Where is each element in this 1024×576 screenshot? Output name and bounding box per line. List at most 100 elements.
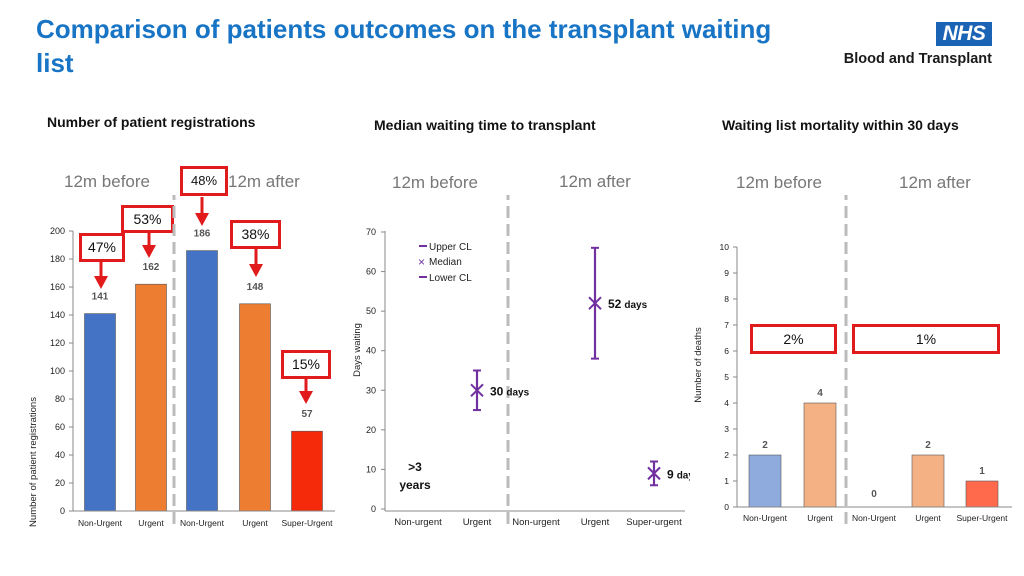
registrations-arrows: [94, 197, 313, 404]
wait-category-label: Urgent: [581, 517, 610, 528]
mort-after-change: 1%: [852, 324, 1000, 354]
nhs-badge: NHS: [936, 22, 992, 46]
reg-bar: [291, 430, 323, 512]
wait-y-tick-label: 60: [366, 267, 376, 277]
mort-bar-value-label: 2: [762, 440, 768, 451]
reg-y-tick-label: 180: [50, 254, 65, 264]
wait-median-unit: days: [677, 470, 690, 481]
reg-period-after: 12m after: [228, 172, 300, 191]
wait-nonurgent-note-line1: >3: [408, 460, 422, 474]
wait-category-label: Urgent: [463, 517, 492, 528]
wait-median-label: 30 days: [490, 384, 530, 398]
legend-median-label: Median: [429, 257, 462, 268]
reg-before-nonurgent-change: 47%: [79, 233, 125, 262]
wait-median-unit: days: [624, 300, 647, 311]
mort-y-tick-label: 8: [724, 294, 729, 304]
wait-median-unit: days: [506, 387, 529, 398]
nhs-logo: NHS Blood and Transplant: [828, 20, 998, 72]
wait-category-label: Super-urgent: [626, 517, 682, 528]
mort-bar: [965, 480, 999, 508]
mort-y-tick-label: 10: [720, 242, 730, 252]
mortality-section-title: Waiting list mortality within 30 days: [722, 117, 959, 133]
waiting-ylabel: Days waiting: [352, 323, 363, 377]
reg-category-label: Urgent: [242, 518, 268, 528]
mort-category-label: Urgent: [915, 513, 941, 523]
mort-bar-value-label: 4: [817, 388, 823, 399]
wait-y-tick-label: 30: [366, 385, 376, 395]
mort-y-tick-label: 6: [724, 346, 729, 356]
mort-category-label: Non-Urgent: [852, 513, 897, 523]
mort-category-label: Super-Urgent: [956, 513, 1008, 523]
wait-y-tick-label: 70: [366, 227, 376, 237]
waiting-time-chart: Days waiting 0 10 20 30 40 50 60 70 Upper CL × …: [352, 195, 690, 528]
mort-y-tick-label: 3: [724, 424, 729, 434]
wait-y-tick-label: 0: [371, 504, 376, 514]
reg-y-tick-label: 60: [55, 422, 65, 432]
reg-y-tick-label: 0: [60, 506, 65, 516]
wait-median-value: 9: [667, 467, 674, 481]
reg-category-label: Super-Urgent: [281, 518, 333, 528]
wait-median-value: 30: [490, 384, 504, 398]
mort-y-tick-label: 5: [724, 372, 729, 382]
reg-y-tick-label: 20: [55, 478, 65, 488]
mort-bar-value-label: 0: [871, 489, 877, 500]
legend-lower-label: Lower CL: [429, 273, 472, 284]
reg-bar: [186, 250, 218, 512]
wait-nonurgent-note-line2: years: [399, 478, 431, 492]
reg-bar-value-label: 148: [247, 282, 264, 293]
waiting-time-section-title: Median waiting time to transplant: [374, 117, 596, 133]
reg-after-superurgent-change: 15%: [281, 350, 331, 379]
mortality-ylabel: Number of deaths: [693, 327, 704, 403]
wait-y-tick-label: 20: [366, 425, 376, 435]
reg-y-tick-label: 200: [50, 226, 65, 236]
mort-y-tick-label: 2: [724, 450, 729, 460]
wait-median-marker: [470, 383, 484, 397]
reg-y-tick-label: 120: [50, 338, 65, 348]
mort-bar-value-label: 1: [979, 466, 985, 477]
reg-category-label: Urgent: [138, 518, 164, 528]
wait-category-label: Non-urgent: [512, 517, 560, 528]
reg-y-tick-label: 40: [55, 450, 65, 460]
mort-y-tick-label: 9: [724, 268, 729, 278]
reg-bar-value-label: 141: [92, 292, 109, 303]
reg-bar: [239, 303, 271, 512]
mort-before-change: 2%: [750, 324, 837, 354]
wait-y-tick-label: 50: [366, 306, 376, 316]
registrations-section-title: Number of patient registrations: [47, 114, 256, 130]
page-title: Comparison of patients outcomes on the t…: [36, 14, 772, 78]
mort-bar: [748, 454, 782, 508]
organisation-name: Blood and Transplant: [843, 51, 992, 67]
registrations-chart: Number of patient registrations 0 20 40 60 8…: [28, 195, 335, 528]
mort-y-tick-label: 7: [724, 320, 729, 330]
legend-median-marker: ×: [418, 255, 425, 269]
reg-y-tick-label: 80: [55, 394, 65, 404]
legend-upper-label: Upper CL: [429, 242, 472, 253]
wait-median-value: 52: [608, 297, 622, 311]
wait-y-tick-label: 40: [366, 346, 376, 356]
reg-bar: [84, 313, 116, 512]
wait-median-label: 52 days: [608, 297, 648, 311]
mort-y-tick-label: 4: [724, 398, 729, 408]
reg-y-tick-label: 140: [50, 310, 65, 320]
wait-median-marker: [588, 296, 602, 310]
reg-period-before: 12m before: [64, 172, 150, 191]
wait-y-tick-label: 10: [366, 464, 376, 474]
reg-y-tick-label: 100: [50, 366, 65, 376]
reg-category-label: Non-Urgent: [180, 518, 225, 528]
wait-median-marker: [647, 466, 661, 481]
reg-bar: [135, 283, 167, 512]
wait-period-before: 12m before: [392, 173, 478, 192]
wait-period-after: 12m after: [559, 172, 631, 191]
reg-before-urgent-change: 53%: [121, 205, 174, 233]
mort-y-tick-label: 0: [724, 502, 729, 512]
mort-y-tick-label: 1: [724, 476, 729, 486]
reg-bar-value-label: 186: [194, 229, 211, 240]
reg-after-nonurgent-change: 48%: [180, 166, 228, 196]
reg-category-label: Non-Urgent: [78, 518, 123, 528]
mort-period-after: 12m after: [899, 173, 971, 192]
mort-bar: [911, 454, 945, 508]
reg-bar-value-label: 57: [301, 409, 313, 420]
mort-bar: [803, 402, 837, 508]
mort-category-label: Urgent: [807, 513, 833, 523]
registrations-ylabel: Number of patient registrations: [28, 397, 39, 527]
